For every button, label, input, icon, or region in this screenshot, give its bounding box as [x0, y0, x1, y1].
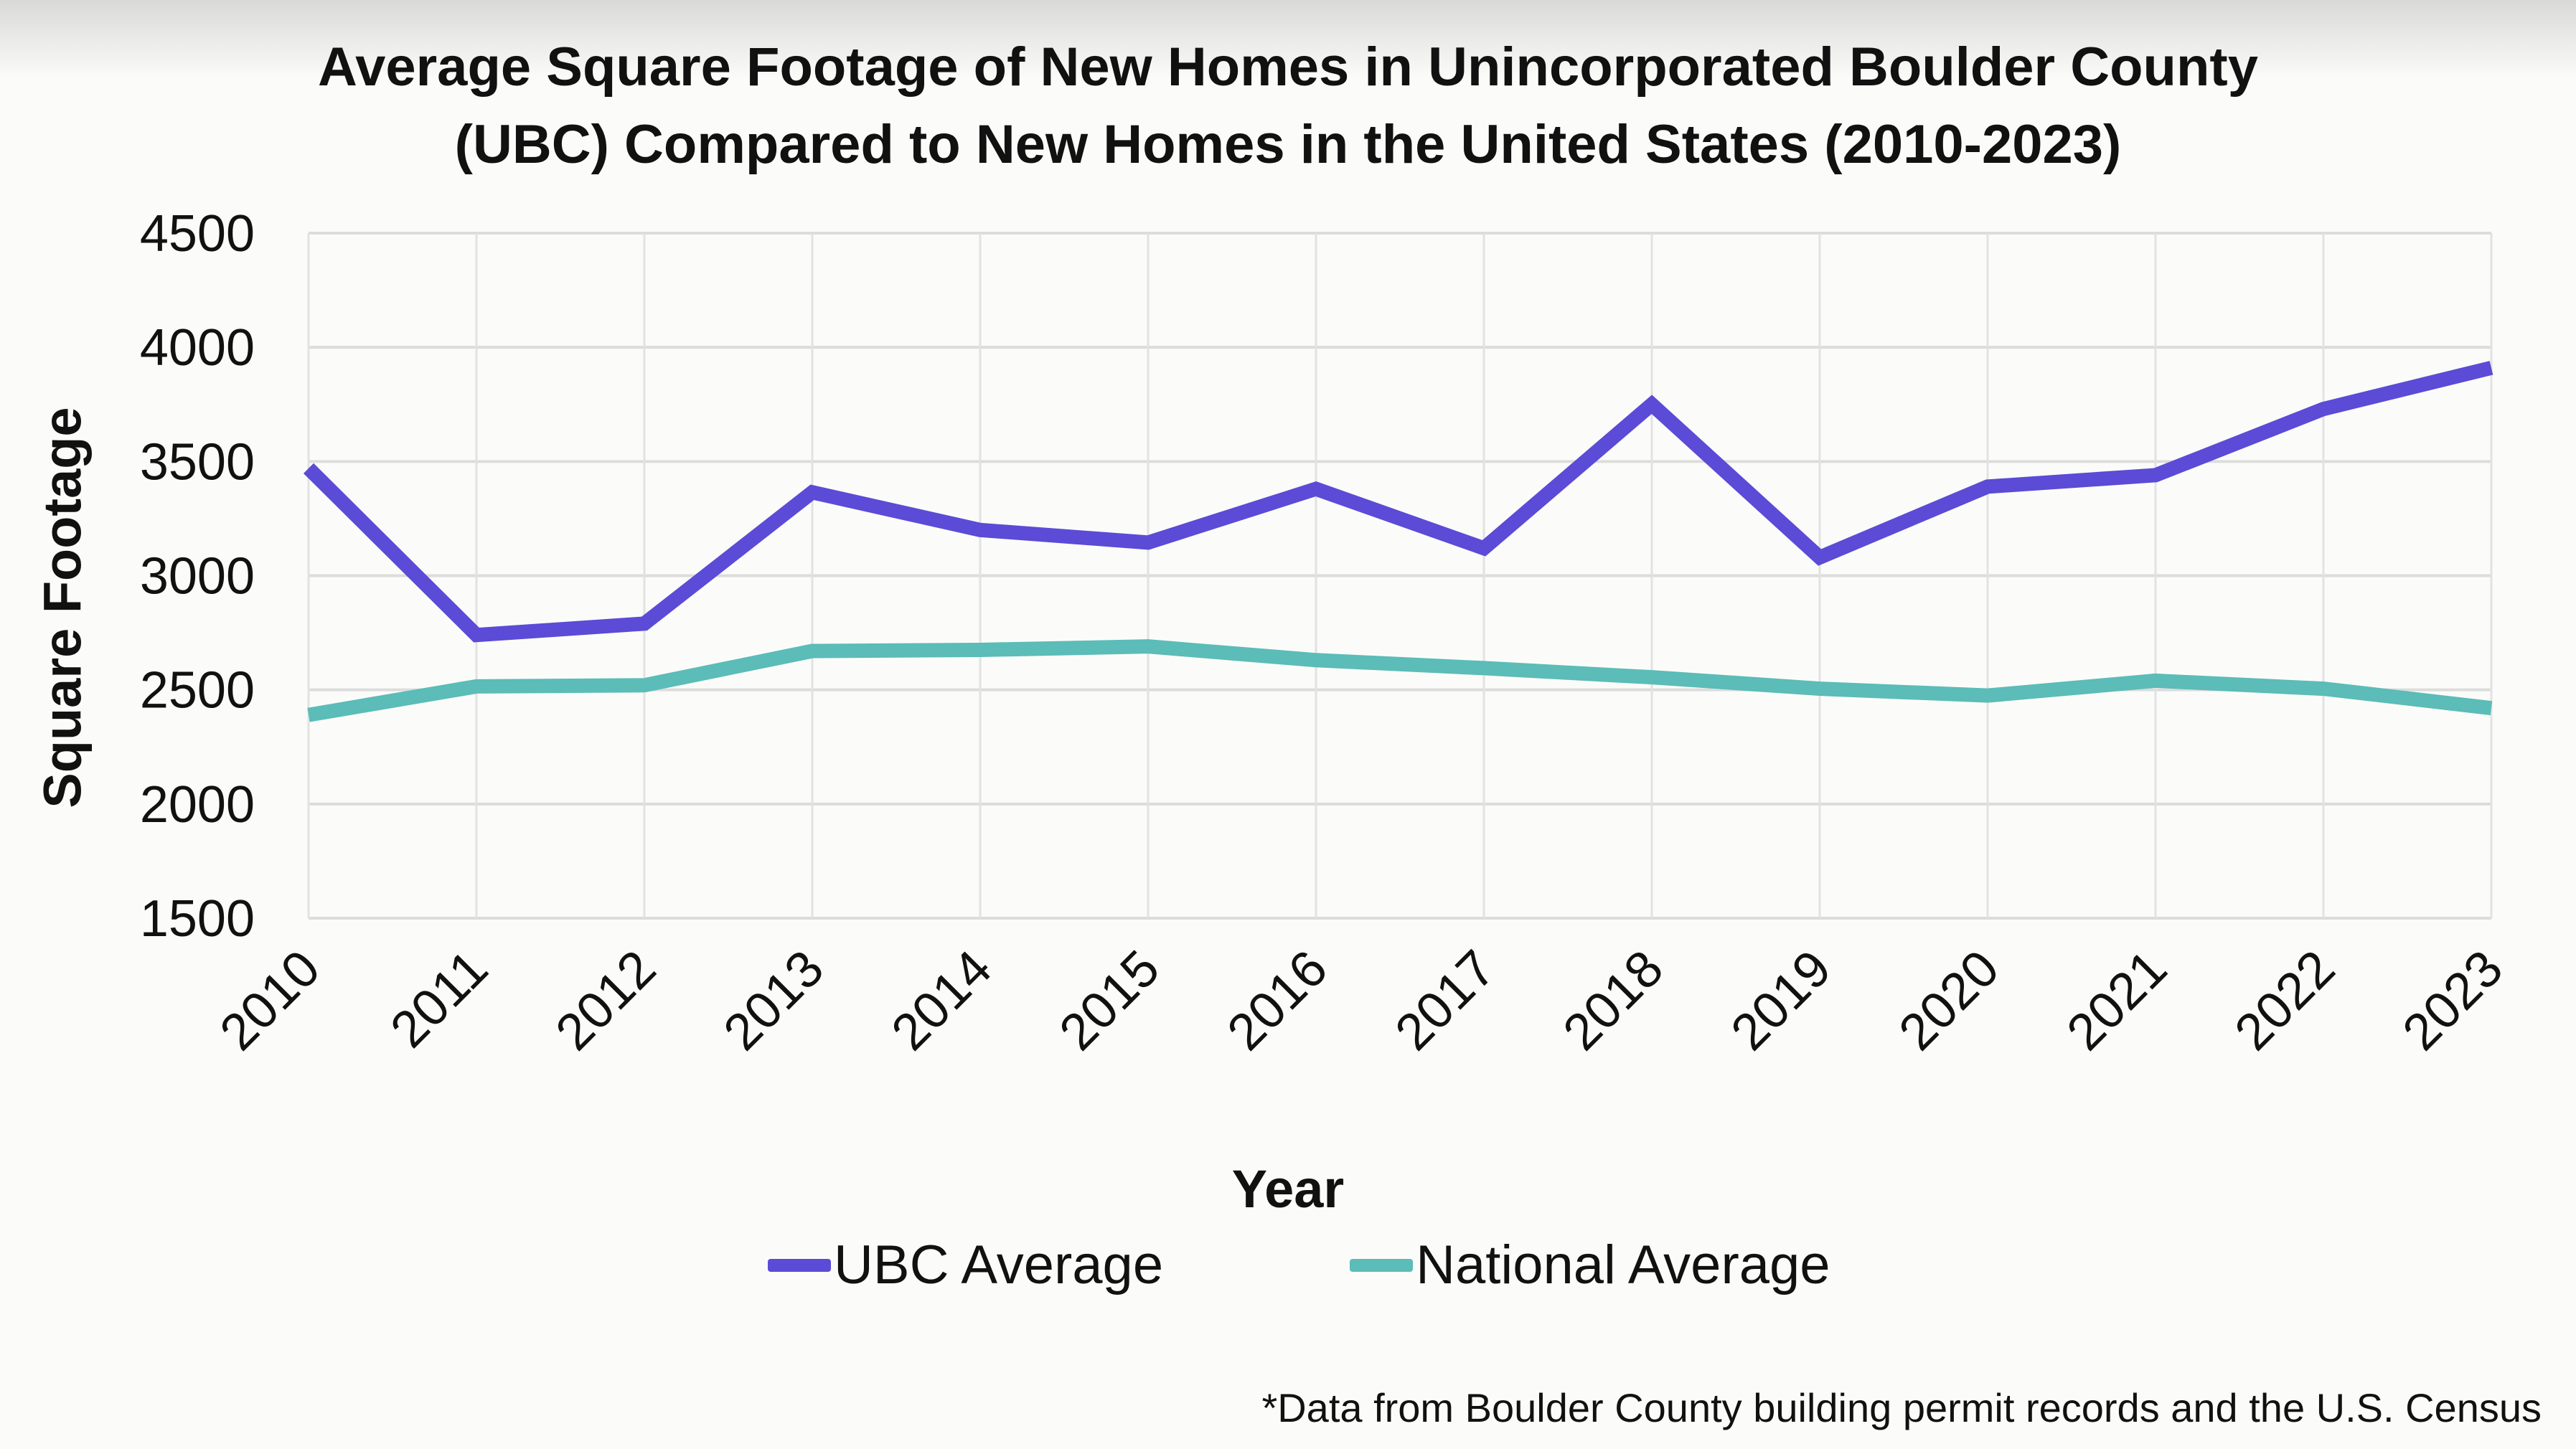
legend-item-ubc: UBC Average — [768, 1234, 1163, 1296]
title-line-2: (UBC) Compared to New Homes in the Unite… — [454, 114, 2122, 175]
legend-swatch-ubc — [768, 1258, 831, 1272]
x-tick-label: 2022 — [2224, 940, 2346, 1062]
y-tick-label: 4500 — [140, 205, 255, 263]
x-tick-label: 2021 — [2056, 940, 2178, 1062]
x-tick-label: 2017 — [1384, 940, 1506, 1062]
y-tick-label: 1500 — [140, 890, 255, 948]
y-tick-label: 3500 — [140, 433, 255, 491]
x-tick-label: 2015 — [1048, 940, 1170, 1062]
legend-label-ubc: UBC Average — [834, 1235, 1164, 1295]
legend-item-national: National Average — [1350, 1234, 1830, 1296]
x-tick-label: 2014 — [880, 940, 1002, 1062]
x-tick-label: 2012 — [545, 940, 667, 1062]
y-tick-label: 2500 — [140, 662, 255, 719]
x-tick-label: 2016 — [1216, 940, 1338, 1062]
series-line-national — [307, 639, 2493, 722]
y-tick-label: 4000 — [140, 319, 255, 377]
x-tick-label: 2020 — [1888, 940, 2010, 1062]
x-tick-label: 2018 — [1552, 940, 1674, 1062]
x-tick-label: 2023 — [2392, 940, 2514, 1062]
x-tick-label: 2011 — [380, 940, 499, 1059]
footnote: *Data from Boulder County building permi… — [1261, 1385, 2542, 1430]
legend-label-national: National Average — [1416, 1235, 1830, 1295]
x-tick-label: 2019 — [1720, 940, 1842, 1062]
title-line-1: Average Square Footage of New Homes in U… — [318, 37, 2258, 98]
x-tick-label: 2010 — [209, 940, 331, 1062]
y-tick-label: 3000 — [140, 548, 255, 605]
x-tick-label: 2013 — [713, 940, 835, 1062]
legend-swatch-national — [1350, 1258, 1414, 1272]
top-shade — [0, 0, 2576, 79]
chart-title: Average Square Footage of New Homes in U… — [0, 29, 2576, 184]
y-axis-label: Square Footage — [32, 407, 93, 808]
legend: UBC Average National Average — [768, 1234, 1830, 1296]
series-line-ubc — [303, 361, 2493, 643]
y-tick-label: 2000 — [140, 776, 255, 834]
x-axis-label: Year — [1231, 1159, 1345, 1219]
